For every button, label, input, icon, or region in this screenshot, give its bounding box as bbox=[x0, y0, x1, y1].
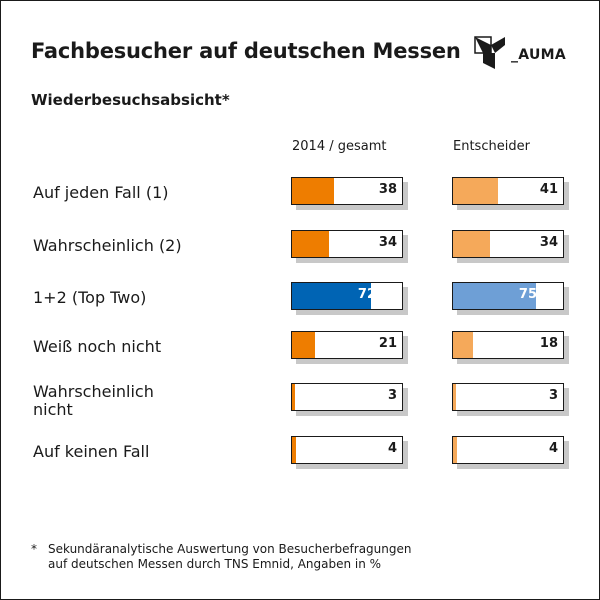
footnote-line-2: auf deutschen Messen durch TNS Emnid, An… bbox=[48, 557, 382, 571]
footnote-text: Sekundäranalytische Auswertung von Besuc… bbox=[48, 542, 448, 572]
data-label: 75 bbox=[518, 287, 537, 302]
bar-box: 21 bbox=[291, 331, 403, 359]
legend-series-1: Entscheider bbox=[453, 139, 530, 154]
bar-1-1: 34 bbox=[452, 230, 569, 263]
data-label: 4 bbox=[548, 441, 558, 456]
bar-box: 3 bbox=[452, 383, 564, 411]
data-label: 4 bbox=[387, 441, 397, 456]
bar-0-0: 38 bbox=[291, 177, 408, 210]
data-label: 34 bbox=[539, 235, 558, 250]
bar-1-2: 75 bbox=[452, 282, 569, 315]
data-label: 3 bbox=[387, 388, 397, 403]
data-label: 41 bbox=[539, 182, 558, 197]
bar-box: 4 bbox=[291, 436, 403, 464]
category-label: Auf keinen Fall bbox=[33, 442, 150, 461]
bar-fill bbox=[453, 384, 456, 410]
bar-1-3: 18 bbox=[452, 331, 569, 364]
bar-fill bbox=[292, 178, 334, 204]
bar-fill bbox=[292, 384, 295, 410]
footnote-marker: * bbox=[31, 542, 37, 556]
category-label: 1+2 (Top Two) bbox=[33, 288, 147, 307]
legend-series-0: 2014 / gesamt bbox=[292, 139, 387, 154]
bar-fill bbox=[453, 283, 536, 309]
bar-fill bbox=[453, 231, 490, 257]
bar-box: 34 bbox=[291, 230, 403, 258]
bar-box: 34 bbox=[452, 230, 564, 258]
bar-box: 38 bbox=[291, 177, 403, 205]
category-label: Wahrscheinlich (2) bbox=[33, 236, 182, 255]
bar-fill bbox=[453, 437, 457, 463]
data-label: 18 bbox=[539, 336, 558, 351]
category-label: Auf jeden Fall (1) bbox=[33, 183, 169, 202]
bar-0-4: 3 bbox=[291, 383, 408, 416]
bar-fill bbox=[453, 332, 473, 358]
bar-1-4: 3 bbox=[452, 383, 569, 416]
category-label: Wahrscheinlich nicht bbox=[33, 382, 154, 419]
bar-0-3: 21 bbox=[291, 331, 408, 364]
bar-fill bbox=[292, 283, 371, 309]
auma-logo: _AUMA bbox=[471, 33, 576, 73]
data-label: 38 bbox=[378, 182, 397, 197]
bar-box: 72 bbox=[291, 282, 403, 310]
bar-0-1: 34 bbox=[291, 230, 408, 263]
data-label: 3 bbox=[548, 388, 558, 403]
chart-title: Fachbesucher auf deutschen Messen bbox=[31, 39, 461, 63]
bar-box: 41 bbox=[452, 177, 564, 205]
bar-1-5: 4 bbox=[452, 436, 569, 469]
data-label: 34 bbox=[378, 235, 397, 250]
bar-fill bbox=[292, 231, 329, 257]
bar-box: 18 bbox=[452, 331, 564, 359]
bar-fill bbox=[292, 332, 315, 358]
bar-0-5: 4 bbox=[291, 436, 408, 469]
bar-fill bbox=[453, 178, 498, 204]
footnote-line-1: Sekundäranalytische Auswertung von Besuc… bbox=[48, 542, 412, 556]
bar-0-2: 72 bbox=[291, 282, 408, 315]
bar-box: 3 bbox=[291, 383, 403, 411]
bar-1-0: 41 bbox=[452, 177, 569, 210]
bar-fill bbox=[292, 437, 296, 463]
data-label: 72 bbox=[357, 287, 376, 302]
data-label: 21 bbox=[378, 336, 397, 351]
bar-box: 4 bbox=[452, 436, 564, 464]
auma-logo-text: _AUMA bbox=[511, 47, 567, 63]
chart-subtitle: Wiederbesuchsabsicht* bbox=[31, 91, 230, 109]
bar-box: 75 bbox=[452, 282, 564, 310]
category-label: Weiß noch nicht bbox=[33, 337, 162, 356]
auma-logo-icon bbox=[474, 36, 505, 69]
